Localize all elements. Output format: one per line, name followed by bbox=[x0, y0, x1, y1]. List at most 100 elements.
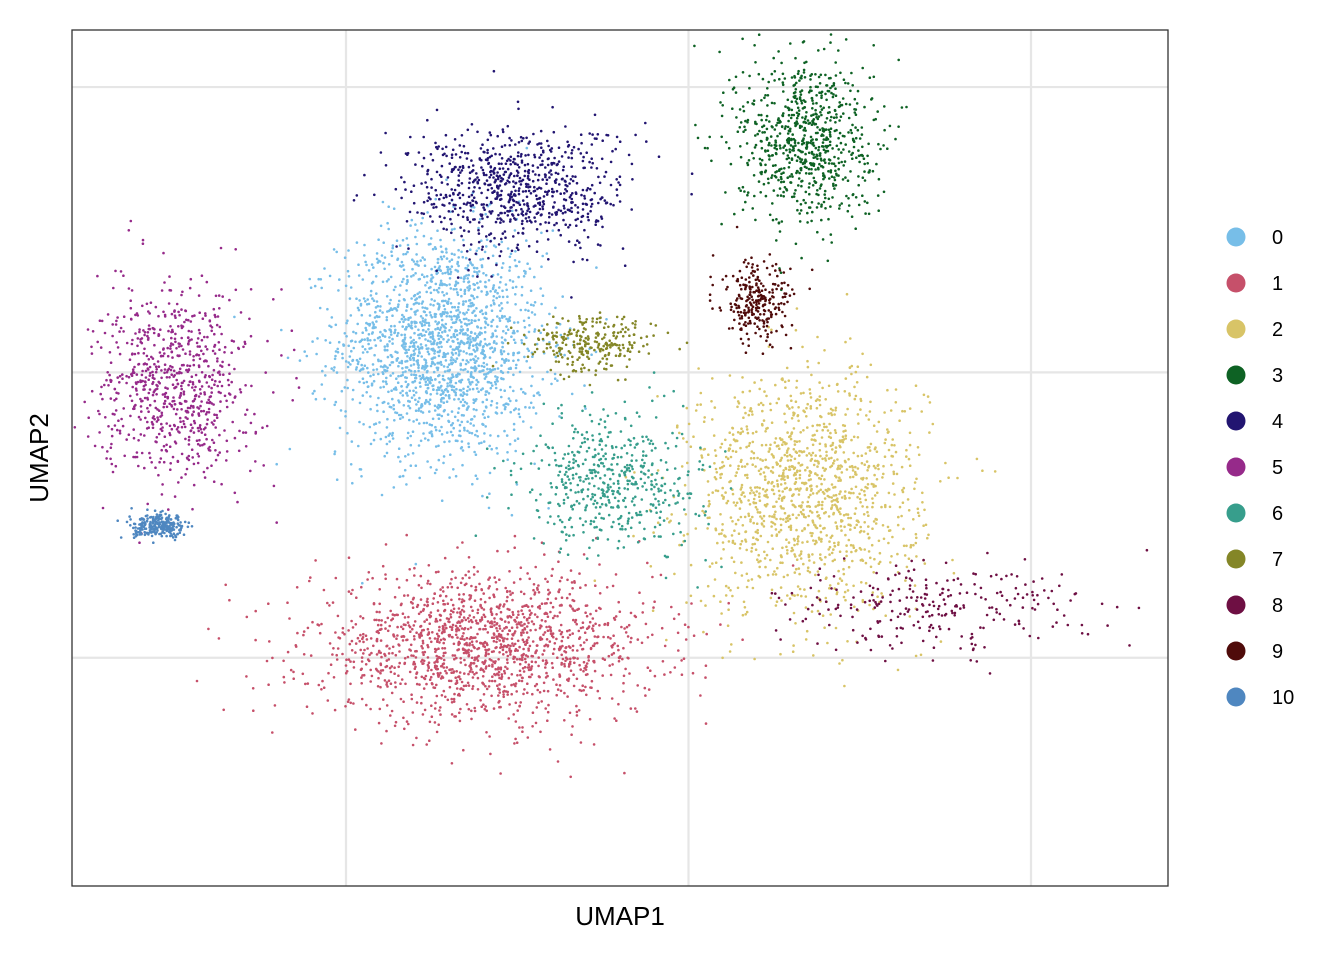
point bbox=[432, 686, 435, 689]
point bbox=[510, 513, 514, 517]
point bbox=[530, 660, 534, 663]
point bbox=[446, 334, 450, 337]
point bbox=[486, 367, 489, 371]
point bbox=[306, 626, 310, 630]
point bbox=[732, 560, 736, 564]
point bbox=[792, 644, 795, 647]
point bbox=[318, 631, 322, 635]
point bbox=[424, 338, 427, 341]
point bbox=[842, 595, 846, 599]
point bbox=[450, 356, 453, 359]
point bbox=[811, 519, 814, 522]
point bbox=[833, 485, 837, 489]
point bbox=[796, 469, 799, 473]
point bbox=[820, 436, 824, 439]
point bbox=[417, 583, 421, 587]
point bbox=[410, 218, 414, 222]
point bbox=[789, 42, 792, 45]
point bbox=[581, 684, 584, 687]
point bbox=[840, 160, 843, 164]
point bbox=[365, 303, 369, 306]
point bbox=[369, 407, 372, 411]
point bbox=[612, 634, 615, 637]
point bbox=[427, 665, 430, 668]
point bbox=[357, 360, 360, 364]
point bbox=[430, 640, 433, 644]
point bbox=[442, 337, 445, 341]
point bbox=[467, 556, 471, 559]
point bbox=[833, 429, 837, 432]
point bbox=[913, 487, 916, 491]
point bbox=[457, 607, 461, 610]
point bbox=[694, 409, 698, 412]
point bbox=[360, 656, 364, 659]
point bbox=[505, 650, 508, 654]
point bbox=[824, 511, 827, 514]
point bbox=[891, 482, 895, 485]
point bbox=[756, 486, 759, 489]
point bbox=[375, 403, 379, 407]
point bbox=[806, 365, 810, 369]
point bbox=[821, 457, 824, 461]
point bbox=[450, 265, 454, 268]
point bbox=[426, 387, 430, 390]
point bbox=[775, 600, 779, 603]
point bbox=[817, 145, 821, 149]
point bbox=[762, 471, 766, 474]
point bbox=[482, 423, 485, 427]
point bbox=[830, 483, 834, 486]
point bbox=[370, 382, 374, 386]
point bbox=[853, 97, 857, 101]
point bbox=[448, 440, 451, 443]
point bbox=[479, 258, 482, 261]
point bbox=[810, 511, 814, 514]
point bbox=[741, 105, 745, 108]
point bbox=[579, 586, 582, 589]
point bbox=[476, 688, 480, 691]
point bbox=[397, 299, 401, 303]
point bbox=[457, 302, 461, 305]
point bbox=[806, 426, 809, 429]
point bbox=[438, 373, 441, 377]
point bbox=[747, 579, 750, 582]
point bbox=[683, 623, 687, 626]
point bbox=[781, 561, 784, 565]
point bbox=[549, 610, 552, 614]
point bbox=[305, 705, 309, 708]
point bbox=[852, 145, 856, 149]
point bbox=[439, 386, 442, 389]
point bbox=[440, 389, 444, 392]
point bbox=[435, 343, 439, 346]
point bbox=[554, 355, 558, 359]
cluster-3-points bbox=[693, 33, 908, 292]
point bbox=[515, 616, 519, 619]
point bbox=[819, 524, 822, 527]
point bbox=[528, 577, 531, 581]
point bbox=[834, 521, 837, 524]
point bbox=[865, 460, 869, 463]
point bbox=[430, 331, 434, 335]
point bbox=[606, 635, 610, 639]
point bbox=[431, 357, 434, 360]
point bbox=[446, 268, 450, 272]
point bbox=[426, 597, 429, 601]
point bbox=[389, 298, 392, 302]
point bbox=[453, 314, 456, 318]
point bbox=[460, 620, 464, 623]
point bbox=[803, 527, 806, 531]
point bbox=[556, 656, 559, 659]
point bbox=[724, 438, 727, 442]
point bbox=[405, 309, 408, 312]
point bbox=[408, 418, 411, 422]
point bbox=[598, 592, 602, 595]
point bbox=[410, 275, 413, 278]
point bbox=[402, 623, 406, 626]
point bbox=[487, 506, 491, 510]
point bbox=[515, 626, 519, 629]
point bbox=[477, 226, 480, 230]
point bbox=[358, 468, 362, 471]
point bbox=[864, 498, 868, 502]
point bbox=[499, 603, 502, 606]
point bbox=[522, 692, 525, 696]
point bbox=[465, 393, 469, 396]
